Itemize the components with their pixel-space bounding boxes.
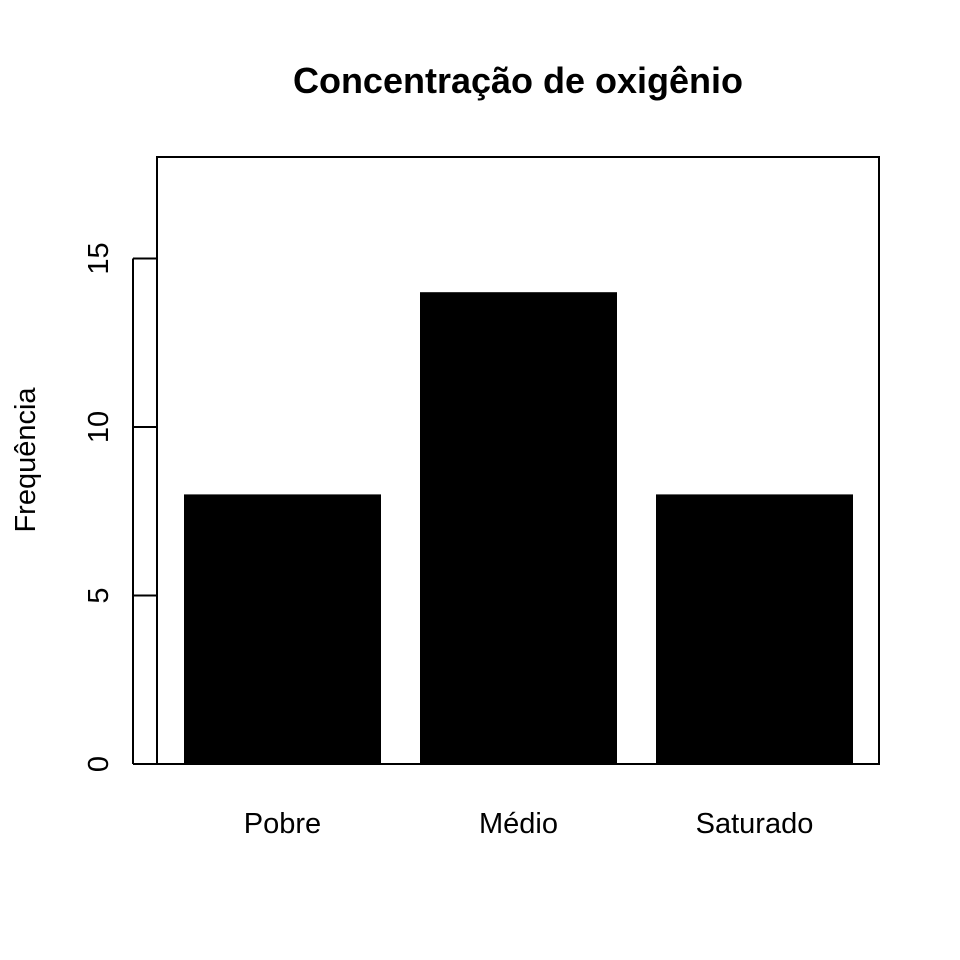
y-tick-label: 10 (83, 411, 115, 443)
bar-médio (420, 292, 617, 764)
chart-title: Concentração de oxigênio (293, 60, 743, 101)
bar-pobre (184, 494, 381, 764)
category-label: Pobre (244, 808, 321, 840)
y-tick-label: 0 (83, 756, 115, 772)
category-label: Saturado (696, 808, 814, 840)
x-axis-labels: Pobre Médio Saturado (244, 808, 814, 840)
bars-group (184, 292, 853, 764)
y-axis-label: Frequência (10, 387, 42, 533)
category-label: Médio (479, 808, 558, 840)
plot-frame (156, 156, 880, 765)
bar-saturado (656, 494, 853, 764)
y-axis: 0 5 10 15 (83, 242, 157, 772)
y-tick-label: 15 (83, 242, 115, 274)
y-tick-label: 5 (83, 587, 115, 603)
